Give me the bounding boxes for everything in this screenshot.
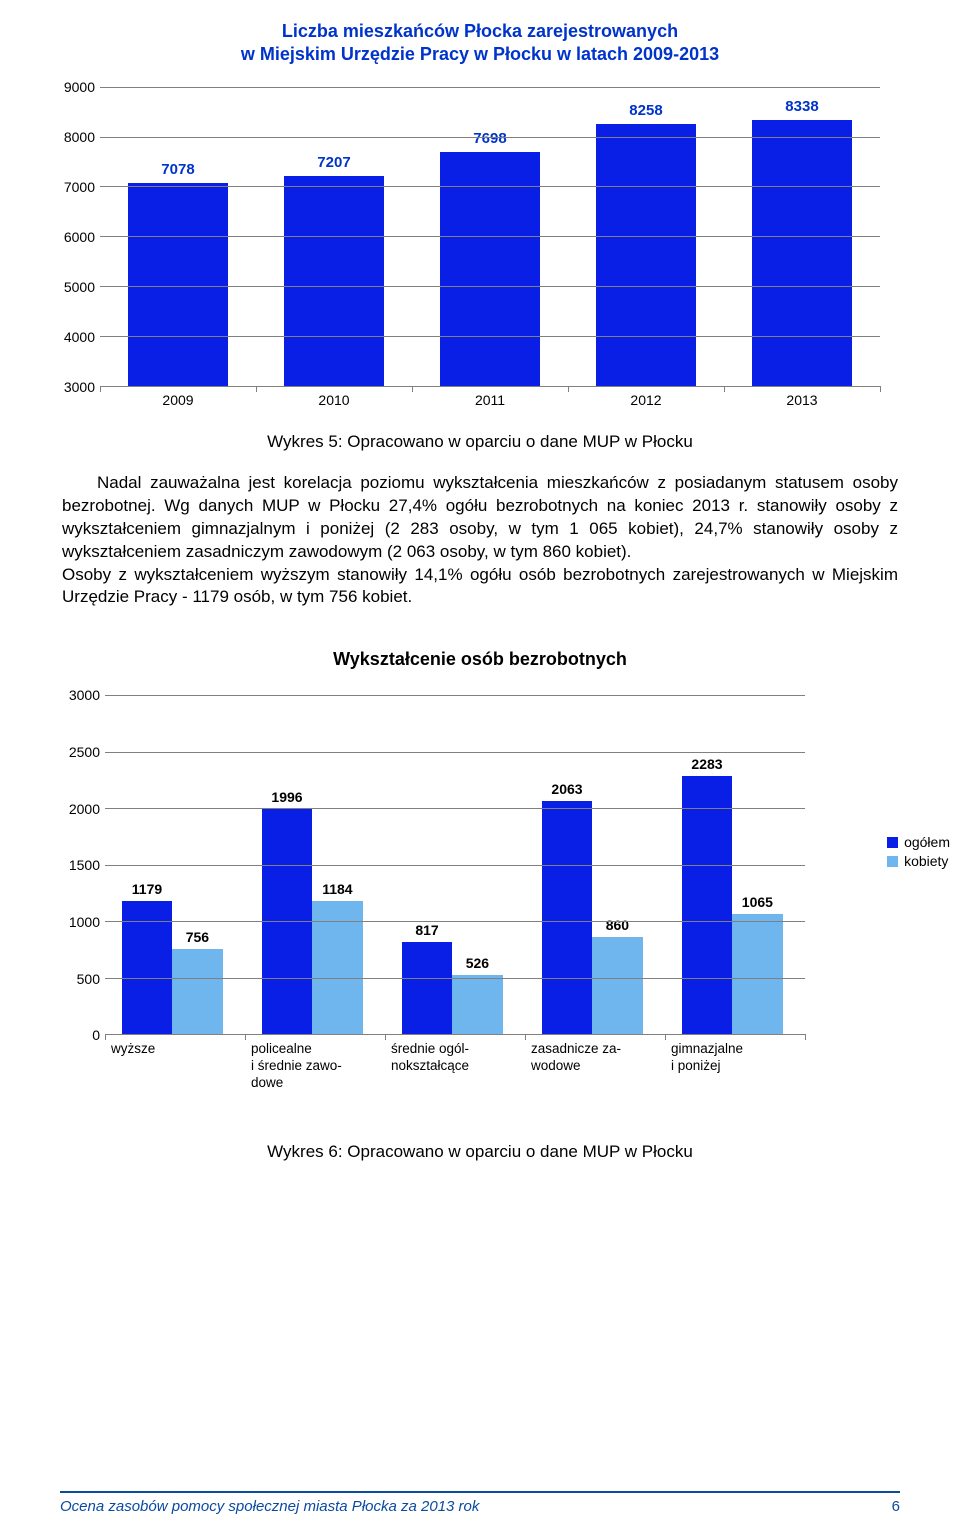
bar-value-label: 7207 [284,154,384,171]
y-tick-label: 3000 [55,379,95,395]
bar-value-label: 1179 [122,881,172,897]
x-tick-label: wyższe [105,1035,245,1092]
y-tick-label: 3000 [60,687,100,703]
gridline [105,978,805,979]
x-tick-label: 2009 [100,392,256,412]
gridline [100,236,880,237]
chart1-y-axis: 3000400050006000700080009000 [55,87,95,387]
y-tick-label: 500 [60,971,100,987]
body-paragraph-1: Nadal zauważalna jest korelacja poziomu … [62,472,898,564]
y-tick-label: 1000 [60,914,100,930]
bar-value-label: 860 [592,917,642,933]
bar: 7207 [284,176,384,386]
y-tick-label: 6000 [55,229,95,245]
bar-value-label: 526 [452,955,502,971]
bar-ogolem: 817 [402,942,452,1034]
chart2-plot: 117975619961184817526206386022831065 [105,695,805,1035]
y-tick-label: 4000 [55,329,95,345]
y-tick-label: 7000 [55,179,95,195]
footer-rule [60,1491,900,1493]
bar-value-label: 8338 [752,98,852,115]
bar-value-label: 8258 [596,102,696,119]
bar: 8258 [596,124,696,386]
bar-ogolem: 2283 [682,776,732,1034]
body-paragraph-2: Osoby z wykształceniem wyższym stanowiły… [62,564,898,610]
legend-swatch-kobiety [887,856,898,867]
x-tick-label: 2013 [724,392,880,412]
chart2-caption: Wykres 6: Opracowano w oparciu o dane MU… [60,1142,900,1162]
footer-title: Ocena zasobów pomocy społecznej miasta P… [60,1498,479,1515]
bar-value-label: 1184 [312,881,362,897]
bar-kobiety: 756 [172,949,222,1034]
x-tick-label: 2010 [256,392,412,412]
chart1: 3000400050006000700080009000 70787207769… [100,87,880,407]
y-tick-label: 0 [60,1027,100,1043]
legend-item-ogolem: ogółem [887,834,950,850]
gridline [105,695,805,696]
bar: 7078 [128,183,228,386]
chart1-x-axis: 20092010201120122013 [100,392,880,412]
chart2-x-axis: wyższepolicealnei średnie zawo-doweśredn… [105,1035,805,1092]
chart1-title: Liczba mieszkańców Płocka zarejestrowany… [60,20,900,67]
bar-value-label: 2063 [542,781,592,797]
legend-label: ogółem [904,834,950,850]
gridline [105,921,805,922]
legend-item-kobiety: kobiety [887,853,950,869]
legend-swatch-ogolem [887,837,898,848]
bar-ogolem: 2063 [542,801,592,1034]
bar-value-label: 2283 [682,756,732,772]
chart2: 050010001500200025003000 117975619961184… [105,695,895,1035]
chart2-y-axis: 050010001500200025003000 [60,695,100,1035]
x-tick [880,386,881,392]
legend-label: kobiety [904,853,948,869]
gridline [100,87,880,88]
bar-kobiety: 1065 [732,914,782,1034]
gridline [100,137,880,138]
chart1-caption: Wykres 5: Opracowano w oparciu o dane MU… [60,432,900,452]
x-tick-label: 2011 [412,392,568,412]
x-tick [805,1034,806,1040]
y-tick-label: 9000 [55,79,95,95]
x-tick-label: policealnei średnie zawo-dowe [245,1035,385,1092]
y-tick-label: 8000 [55,129,95,145]
gridline [100,286,880,287]
gridline [100,336,880,337]
page-footer: Ocena zasobów pomocy społecznej miasta P… [60,1491,900,1515]
chart1-plot: 7078 7207 7698 8258 8338 [100,87,880,387]
y-tick-label: 1500 [60,857,100,873]
y-tick-label: 5000 [55,279,95,295]
bar-kobiety: 526 [452,975,502,1034]
bar-value-label: 7698 [440,130,540,147]
bar-kobiety: 860 [592,937,642,1034]
gridline [100,186,880,187]
x-tick-label: zasadnicze za-wodowe [525,1035,665,1092]
chart1-title-l1: Liczba mieszkańców Płocka zarejestrowany… [282,21,678,41]
page-number: 6 [892,1498,900,1515]
x-tick-label: 2012 [568,392,724,412]
x-tick-label: gimnazjalnei poniżej [665,1035,805,1092]
gridline [100,386,880,387]
gridline [105,752,805,753]
footer-text-row: Ocena zasobów pomocy społecznej miasta P… [60,1498,900,1515]
y-tick-label: 2000 [60,801,100,817]
y-tick-label: 2500 [60,744,100,760]
chart1-title-l2: w Miejskim Urzędzie Pracy w Płocku w lat… [241,44,719,64]
chart2-title: Wykształcenie osób bezrobotnych [60,649,900,670]
gridline [105,865,805,866]
bar-value-label: 7078 [128,161,228,178]
bar-value-label: 817 [402,922,452,938]
bar: 8338 [752,120,852,386]
bar-value-label: 1065 [732,894,782,910]
x-tick-label: średnie ogól-nokształcące [385,1035,525,1092]
bar-value-label: 1996 [262,789,312,805]
bar-value-label: 756 [172,929,222,945]
gridline [105,808,805,809]
chart2-legend: ogółem kobiety [887,831,950,872]
